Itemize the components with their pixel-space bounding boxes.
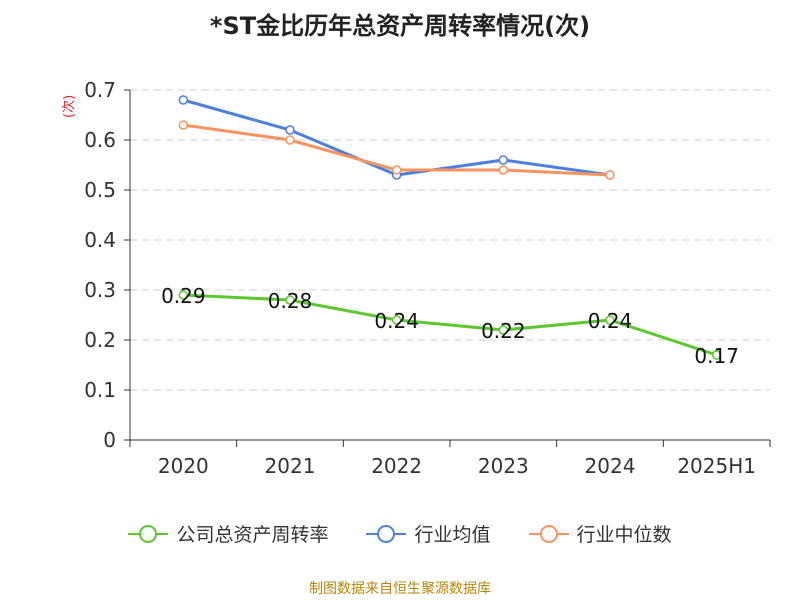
series-0-point-5 xyxy=(711,350,722,360)
series-line-0 xyxy=(183,293,718,357)
series-layer xyxy=(178,95,722,360)
x-tick-label-5: 2025H1 xyxy=(677,454,756,478)
grid-layer xyxy=(130,89,770,391)
axis-layer: 0 0.1 0.2 0.3 0.4 0.5 0.6 0.7 2020 2021 2022 2023 20… xyxy=(84,78,771,478)
legend-label-company: 公司总资产周转率 xyxy=(176,524,329,546)
series-1-point-3 xyxy=(498,155,509,165)
series-0-point-2 xyxy=(391,315,402,325)
data-label-0: 0.29 xyxy=(161,284,206,308)
data-label-2: 0.24 xyxy=(374,309,419,333)
series-0-point-3 xyxy=(498,325,509,335)
legend: 公司总资产周转率 行业均值 行业中位数 xyxy=(0,520,800,547)
y-tick-label-5: 0.5 xyxy=(84,178,116,202)
y-tick-label-4: 0.4 xyxy=(84,228,116,252)
series-2-point-3 xyxy=(498,165,509,175)
x-tick-label-3: 2023 xyxy=(478,454,529,478)
series-2-point-2 xyxy=(391,165,402,175)
y-tick-label-0: 0 xyxy=(103,428,116,452)
data-label-3: 0.22 xyxy=(481,319,526,343)
x-tick-label-1: 2021 xyxy=(265,454,316,478)
series-0-point-0 xyxy=(178,290,189,300)
x-tick-label-4: 2024 xyxy=(585,454,636,478)
y-tick-label-2: 0.2 xyxy=(84,328,116,352)
x-tick-label-2: 2022 xyxy=(371,454,422,478)
y-tick-label-3: 0.3 xyxy=(84,278,116,302)
series-2-point-4 xyxy=(605,170,615,180)
series-line-1 xyxy=(182,98,611,177)
series-0-point-1 xyxy=(285,295,295,305)
legend-marker-company xyxy=(128,524,169,544)
legend-marker-industry-median xyxy=(528,524,569,544)
data-label-4: 0.24 xyxy=(588,309,633,333)
legend-marker-industry-mean xyxy=(366,524,407,544)
series-1-point-1 xyxy=(285,125,295,135)
y-tick-label-7: 0.7 xyxy=(84,78,116,102)
y-tick-label-1: 0.1 xyxy=(84,378,116,402)
data-label-layer: 0.29 0.28 0.24 0.22 0.24 0.17 xyxy=(161,284,739,368)
x-tick-label-0: 2020 xyxy=(158,454,209,478)
series-0-point-4 xyxy=(605,315,615,325)
legend-item-industry-mean[interactable]: 行业均值 xyxy=(366,520,491,547)
legend-label-industry-median: 行业中位数 xyxy=(576,524,672,546)
series-2-point-0 xyxy=(178,120,189,130)
series-1-point-0 xyxy=(178,95,189,105)
legend-item-company[interactable]: 公司总资产周转率 xyxy=(128,520,328,547)
series-2-point-1 xyxy=(285,135,295,145)
y-tick-label-6: 0.6 xyxy=(84,128,116,152)
legend-label-industry-mean: 行业均值 xyxy=(414,524,491,546)
data-label-1: 0.28 xyxy=(268,289,313,313)
legend-item-industry-median[interactable]: 行业中位数 xyxy=(528,520,672,547)
source-note: 制图数据来自恒生聚源数据库 xyxy=(309,581,491,597)
chart-title: *ST金比历年总资产周转率情况(次) xyxy=(209,12,591,40)
data-label-5: 0.17 xyxy=(694,344,739,368)
